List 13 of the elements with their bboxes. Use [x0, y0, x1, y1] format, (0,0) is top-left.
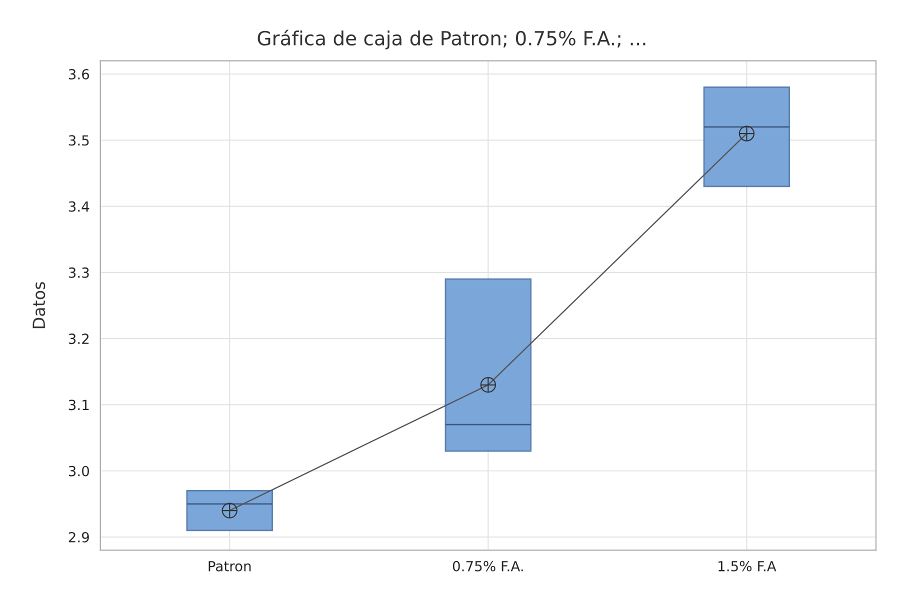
y-tick-label: 3.0 [68, 466, 90, 476]
y-tick-label: 3.5 [68, 135, 89, 146]
x-tick-label: Patron [208, 561, 251, 572]
chart-title: Gráfica de caja de Patron; 0.75% F.A.; ... [258, 30, 646, 50]
y-tick-label: 3.2 [68, 334, 89, 344]
x-tick-label: 1.5% F.A [718, 560, 776, 572]
y-axis-title: Datos [32, 282, 46, 328]
x-tick-label: 0.75% F.A. [452, 560, 523, 572]
y-tick-label: 3.1 [68, 400, 89, 410]
y-tick-label: 2.9 [68, 532, 89, 542]
y-tick-label: 3.3 [68, 267, 89, 278]
y-tick-label: 3.6 [68, 68, 90, 80]
y-tick-label: 3.4 [68, 201, 90, 212]
